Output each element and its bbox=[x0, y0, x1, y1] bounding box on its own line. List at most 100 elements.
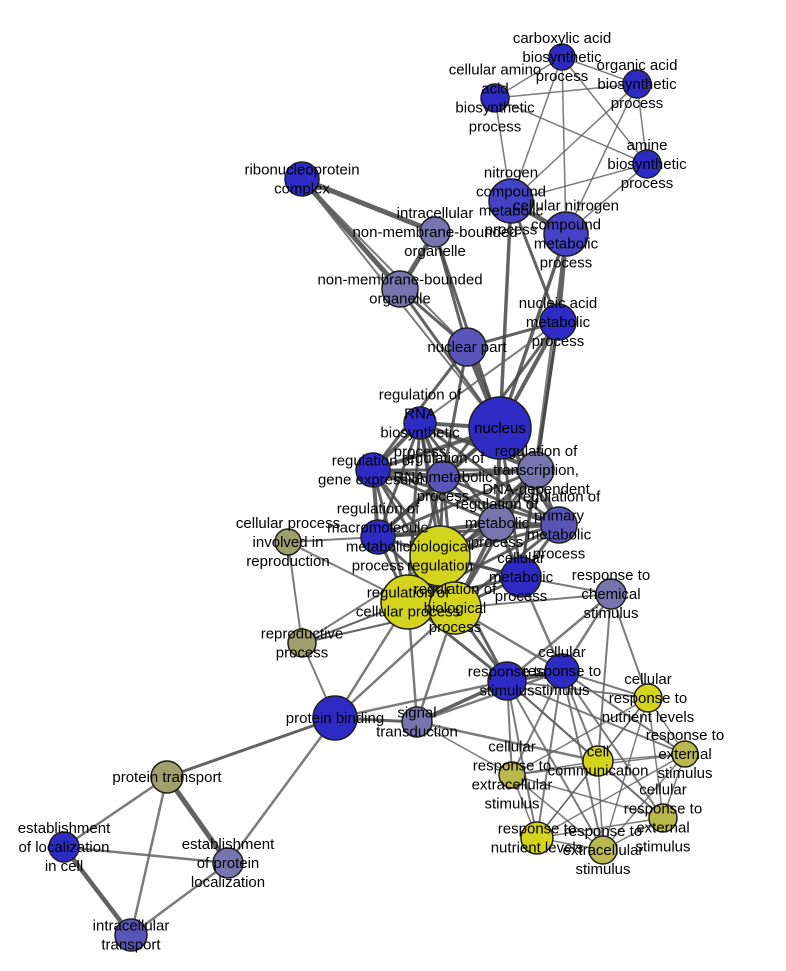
edge-nucleic-acid-metabolic-process--regulation-of-rna-biosynthetic-process bbox=[419, 321, 559, 424]
edge-carboxylic-acid-biosynthetic-process--nitrogen-compound-metabolic-process bbox=[510, 56, 563, 202]
edge-nitrogen-compound-metabolic-process--nucleus bbox=[498, 200, 513, 429]
regulation-of-rna-metabolic-process-label: regulation of RNA metabolic process bbox=[393, 450, 493, 505]
edge-regulation-of-transcription-dna-dependent--regulation-of-macromolecule-metabolic-process bbox=[377, 468, 537, 539]
edge-carboxylic-acid-biosynthetic-process--cellular-nitrogen-compound-metabolic-process bbox=[561, 56, 567, 235]
edge-cellular-response-to-nutrient-levels--cellular-response-to-extracellular-stimulus bbox=[511, 697, 649, 776]
regulation-of-biological-process-node[interactable] bbox=[428, 581, 482, 635]
ribonucleoprotein-complex-label: ribonucleoprotein complex bbox=[244, 162, 359, 198]
response-to-nutrient-levels-label: response to nutrient levels bbox=[491, 821, 584, 857]
regulation-of-transcription-dna-dependent-node[interactable] bbox=[517, 451, 555, 489]
carboxylic-acid-biosynthetic-process-node[interactable] bbox=[548, 43, 576, 71]
cellular-response-to-stimulus-label: cellular response to stimulus bbox=[523, 644, 601, 699]
establishment-of-localization-in-cell-label: establishment of localization in cell bbox=[18, 820, 111, 875]
cellular-process-involved-in-reproduction-node[interactable] bbox=[274, 528, 302, 556]
edge-response-to-stimulus--response-to-external-stimulus bbox=[506, 680, 686, 755]
cellular-response-to-nutrient-levels-node[interactable] bbox=[633, 683, 663, 713]
edge-organic-acid-biosynthetic-process--cellular-amino-acid-biosynthetic-process bbox=[494, 83, 638, 99]
cellular-nitrogen-compound-metabolic-process-label: cellular nitrogen compound metabolic proces… bbox=[513, 198, 619, 272]
regulation-of-gene-expression-label: regulation of gene expression bbox=[318, 453, 428, 489]
amine-biosynthetic-process-node[interactable] bbox=[632, 149, 662, 179]
edge-nuclear-part--regulation-of-rna-metabolic-process bbox=[441, 346, 469, 478]
biological-regulation-label: biological regulation bbox=[407, 539, 473, 575]
cellular-nitrogen-compound-metabolic-process-node[interactable] bbox=[543, 211, 589, 257]
response-to-nutrient-levels-node[interactable] bbox=[520, 821, 554, 855]
regulation-of-cellular-process-label: regulation of cellular process bbox=[356, 585, 460, 621]
ribonucleoprotein-complex-node[interactable] bbox=[284, 161, 320, 197]
response-to-chemical-stimulus-label: response to chemical stimulus bbox=[572, 567, 650, 622]
nucleic-acid-metabolic-process-node[interactable] bbox=[539, 303, 577, 341]
nucleic-acid-metabolic-process-label: nucleic acid metabolic process bbox=[519, 295, 597, 350]
cellular-response-to-stimulus-node[interactable] bbox=[544, 653, 580, 689]
cellular-amino-acid-biosynthetic-process-label: cellular amino acid biosynthetic process bbox=[449, 62, 542, 136]
protein-transport-node[interactable] bbox=[150, 760, 184, 794]
edge-protein-transport--establishment-of-localization-in-cell bbox=[63, 775, 168, 849]
response-to-stimulus-node[interactable] bbox=[487, 661, 527, 701]
nitrogen-compound-metabolic-process-node[interactable] bbox=[488, 178, 534, 224]
edge-ribonucleoprotein-complex--non-membrane-bounded-organelle bbox=[300, 177, 402, 291]
nucleus-node[interactable] bbox=[468, 396, 532, 460]
regulation-of-rna-biosynthetic-process-node[interactable] bbox=[403, 406, 437, 440]
organic-acid-biosynthetic-process-label: organic acid biosynthetic process bbox=[597, 57, 678, 112]
regulation-of-metabolic-process-label: regulation of metabolic process bbox=[456, 496, 539, 551]
response-to-external-stimulus-node[interactable] bbox=[671, 740, 699, 768]
regulation-of-primary-metabolic-process-node[interactable] bbox=[540, 506, 578, 544]
edge-response-to-chemical-stimulus--cellular-response-to-nutrient-levels bbox=[610, 593, 649, 699]
reproductive-process-node[interactable] bbox=[287, 628, 317, 658]
organic-acid-biosynthetic-process-node[interactable] bbox=[622, 69, 652, 99]
nucleus-label: nucleus bbox=[474, 420, 526, 437]
intracellular-transport-node[interactable] bbox=[114, 918, 148, 952]
non-membrane-bounded-organelle-node[interactable] bbox=[381, 270, 419, 308]
label-layer: carboxylic acid biosynthetic processorgani… bbox=[18, 30, 724, 954]
protein-binding-label: protein binding bbox=[286, 710, 384, 727]
establishment-of-localization-in-cell-node[interactable] bbox=[48, 831, 80, 863]
signal-transduction-node[interactable] bbox=[401, 706, 433, 738]
edge-cellular-response-to-stimulus--signal-transduction bbox=[416, 669, 563, 724]
edge-protein-transport--protein-binding bbox=[166, 716, 336, 779]
edge-regulation-of-rna-biosynthetic-process--regulation-of-cellular-process bbox=[406, 422, 422, 603]
regulation-of-metabolic-process-node[interactable] bbox=[478, 504, 516, 542]
nuclear-part-label: nuclear part bbox=[427, 339, 507, 356]
response-to-chemical-stimulus-node[interactable] bbox=[595, 578, 627, 610]
edge-establishment-of-localization-in-cell--intracellular-transport bbox=[62, 845, 133, 937]
cellular-amino-acid-biosynthetic-process-node[interactable] bbox=[480, 83, 510, 113]
cellular-response-to-external-stimulus-node[interactable] bbox=[648, 803, 678, 833]
edge-regulation-of-primary-metabolic-process--regulation-of-macromolecule-metabolic-process bbox=[377, 523, 560, 539]
cell-communication-node[interactable] bbox=[582, 745, 614, 777]
edge-response-to-chemical-stimulus--response-to-stimulus bbox=[506, 593, 612, 682]
edge-regulation-of-gene-expression--regulation-of-metabolic-process bbox=[372, 468, 498, 525]
edge-cellular-response-to-external-stimulus--response-to-nutrient-levels bbox=[536, 817, 664, 839]
nuclear-part-node[interactable] bbox=[447, 327, 487, 367]
edge-ribonucleoprotein-complex--nuclear-part bbox=[301, 178, 468, 348]
cellular-response-to-extracellular-stimulus-node[interactable] bbox=[498, 761, 526, 789]
cellular-metabolic-process-label: cellular metabolic process bbox=[489, 550, 554, 605]
edge-cellular-nitrogen-compound-metabolic-process--nucleus bbox=[498, 233, 568, 429]
edge-ribonucleoprotein-complex--intracellular-non-membrane-bounded-organelle bbox=[301, 176, 436, 235]
edge-protein-transport--establishment-of-protein-localization bbox=[164, 775, 231, 865]
establishment-of-protein-localization-node[interactable] bbox=[212, 847, 244, 879]
response-to-extracellular-stimulus-label: response to extracellular stimulus bbox=[563, 823, 644, 878]
edge-signal-transduction--cellular-response-to-extracellular-stimulus bbox=[416, 721, 513, 776]
regulation-of-rna-metabolic-process-node[interactable] bbox=[426, 460, 460, 494]
edge-establishment-of-localization-in-cell--establishment-of-protein-localization bbox=[63, 845, 229, 865]
regulation-of-macromolecule-metabolic-process-label: regulation of macromolecule metabolic proce… bbox=[327, 501, 429, 575]
cellular-metabolic-process-node[interactable] bbox=[500, 556, 542, 598]
edge-cellular-response-to-stimulus--cellular-response-to-extracellular-stimulus bbox=[511, 670, 563, 776]
edge-carboxylic-acid-biosynthetic-process--amine-biosynthetic-process bbox=[561, 56, 648, 165]
response-to-external-stimulus-label: response to external stimulus bbox=[646, 727, 724, 782]
intracellular-non-membrane-bounded-organelle-node[interactable] bbox=[419, 216, 451, 248]
edge-cellular-response-to-stimulus--cellular-response-to-external-stimulus bbox=[561, 670, 664, 819]
regulation-of-macromolecule-metabolic-process-node[interactable] bbox=[360, 519, 396, 555]
regulation-of-gene-expression-node[interactable] bbox=[355, 452, 391, 488]
edge-cellular-response-to-nutrient-levels--response-to-extracellular-stimulus bbox=[602, 697, 649, 851]
signal-transduction-label: signal transduction bbox=[376, 705, 458, 741]
edge-response-to-stimulus--response-to-nutrient-levels bbox=[506, 680, 538, 839]
edge-establishment-of-protein-localization--intracellular-transport bbox=[130, 861, 229, 937]
response-to-extracellular-stimulus-node[interactable] bbox=[588, 835, 618, 865]
edge-response-to-stimulus--protein-binding bbox=[334, 679, 508, 720]
protein-binding-node[interactable] bbox=[312, 695, 358, 741]
cell-communication-label: cell communication bbox=[548, 744, 649, 780]
edge-signal-transduction--cell-communication bbox=[416, 720, 599, 763]
reproductive-process-label: reproductive process bbox=[261, 626, 344, 662]
